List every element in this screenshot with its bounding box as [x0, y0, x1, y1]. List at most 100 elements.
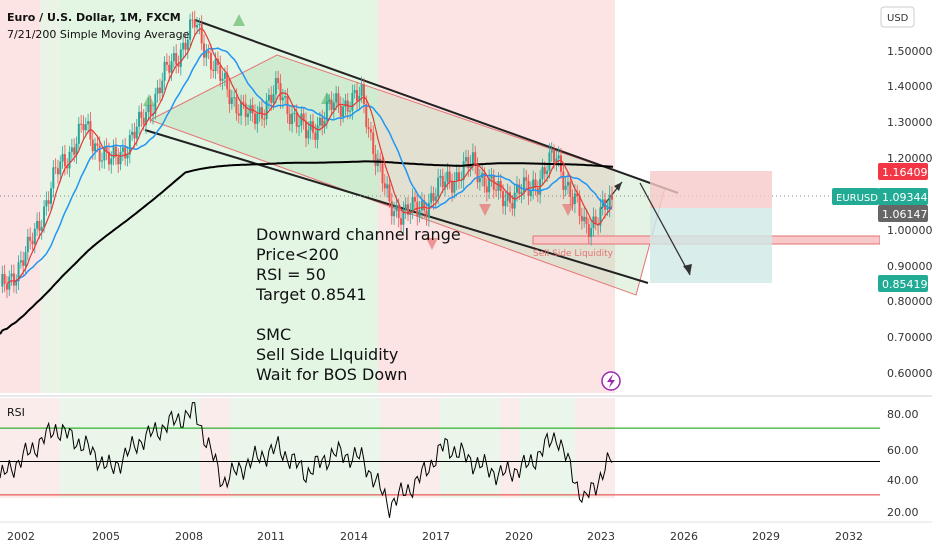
- liquidity-label: Sell Side Liquidity: [533, 249, 614, 259]
- candle-body: [353, 90, 356, 93]
- candle-body: [284, 96, 287, 98]
- candle-body: [43, 206, 46, 228]
- candle-body: [221, 78, 224, 81]
- candle-body: [138, 111, 141, 127]
- symbol-title[interactable]: Euro / U.S. Dollar, 1M, FXCM: [7, 11, 181, 24]
- rsi-tick: 80.00: [887, 408, 919, 421]
- time-tick: 2017: [422, 530, 450, 543]
- candle-body: [571, 196, 574, 204]
- candle-body: [400, 218, 403, 225]
- candle-body: [247, 113, 250, 118]
- candle-body: [555, 158, 558, 163]
- candle-body: [191, 19, 194, 21]
- current-price-badge: [878, 188, 928, 205]
- candle-body: [140, 111, 143, 118]
- candle-body: [520, 192, 523, 195]
- sell-signal-marker: [562, 204, 574, 216]
- candle-body: [19, 260, 22, 263]
- candle-body: [434, 196, 437, 201]
- secondary-price-value: 1.06147: [882, 208, 928, 221]
- candle-body: [587, 224, 590, 237]
- candle-body: [119, 151, 122, 165]
- candle-body: [418, 210, 421, 217]
- candle-body: [550, 150, 553, 153]
- bull-zone: [195, 0, 378, 393]
- candle-body: [179, 49, 182, 67]
- candle-body: [432, 193, 435, 201]
- time-tick: 2032: [835, 530, 863, 543]
- candle-body: [131, 131, 134, 136]
- candle-body: [302, 113, 305, 122]
- candle-body: [455, 172, 458, 182]
- rsi-tick: 40.00: [887, 474, 919, 487]
- candle-body: [223, 73, 226, 79]
- buy-signal-marker: [143, 94, 155, 106]
- candle-body: [342, 106, 345, 117]
- candle-body: [332, 102, 335, 110]
- candle-body: [413, 197, 416, 202]
- candle-body: [383, 183, 386, 189]
- currency-box[interactable]: [880, 6, 915, 28]
- candle-body: [235, 97, 238, 114]
- candle-body: [485, 186, 488, 193]
- candle-body: [145, 112, 148, 125]
- candle-body: [70, 147, 73, 152]
- candle-body: [483, 172, 486, 187]
- candle-body: [198, 23, 201, 26]
- candle-body: [80, 123, 83, 125]
- candle-body: [476, 165, 479, 183]
- rsi-bull-zone: [230, 398, 380, 498]
- candle-body: [590, 228, 593, 237]
- candle-body: [10, 273, 13, 277]
- candle-body: [186, 39, 189, 50]
- candle-body: [36, 220, 39, 229]
- lightning-icon[interactable]: [601, 371, 621, 391]
- candle-body: [154, 93, 157, 114]
- candle-body: [184, 42, 187, 50]
- candle-body: [335, 93, 338, 103]
- target-lower-box: [650, 208, 772, 283]
- candle-body: [469, 164, 472, 169]
- candle-body: [490, 175, 493, 179]
- rsi-tick: 60.00: [887, 444, 919, 457]
- candle-body: [170, 61, 173, 73]
- candle-body: [608, 194, 611, 209]
- candle-body: [105, 146, 108, 152]
- candle-body: [518, 184, 521, 195]
- candle-body: [240, 101, 243, 116]
- candle-body: [161, 80, 164, 94]
- candle-body: [337, 93, 340, 106]
- candle-body: [611, 194, 613, 200]
- price-tick: 0.60000: [887, 367, 932, 380]
- candle-body: [214, 58, 217, 71]
- time-axis[interactable]: 2002 2005 2008 2011 2014 2017 2020 2023 …: [7, 530, 863, 543]
- candle-body: [251, 105, 254, 114]
- candle-body: [107, 151, 110, 165]
- time-tick: 2014: [340, 530, 368, 543]
- indicator-label[interactable]: 7/21/200 Simple Moving Average: [7, 28, 190, 41]
- candle-body: [91, 139, 94, 152]
- candle-body: [314, 132, 317, 140]
- candle-body: [372, 132, 375, 154]
- candle-body: [362, 84, 365, 105]
- candle-body: [142, 117, 145, 125]
- candle-body: [175, 53, 178, 65]
- rsi-label[interactable]: RSI: [7, 406, 25, 419]
- candle-body: [548, 152, 551, 171]
- candle-body: [462, 161, 465, 180]
- candle-body: [444, 181, 447, 188]
- candle-body: [339, 105, 342, 117]
- candle-body: [458, 172, 460, 182]
- candle-body: [101, 160, 103, 162]
- candle-body: [270, 94, 273, 103]
- candle-body: [464, 157, 467, 162]
- candle-body: [15, 281, 18, 286]
- currency-label: USD: [887, 13, 909, 24]
- candle-body: [5, 283, 8, 290]
- candle-body: [393, 211, 396, 217]
- target-upper-box: [650, 171, 772, 208]
- candle-body: [263, 118, 266, 120]
- rsi-tick: 20.00: [887, 506, 919, 519]
